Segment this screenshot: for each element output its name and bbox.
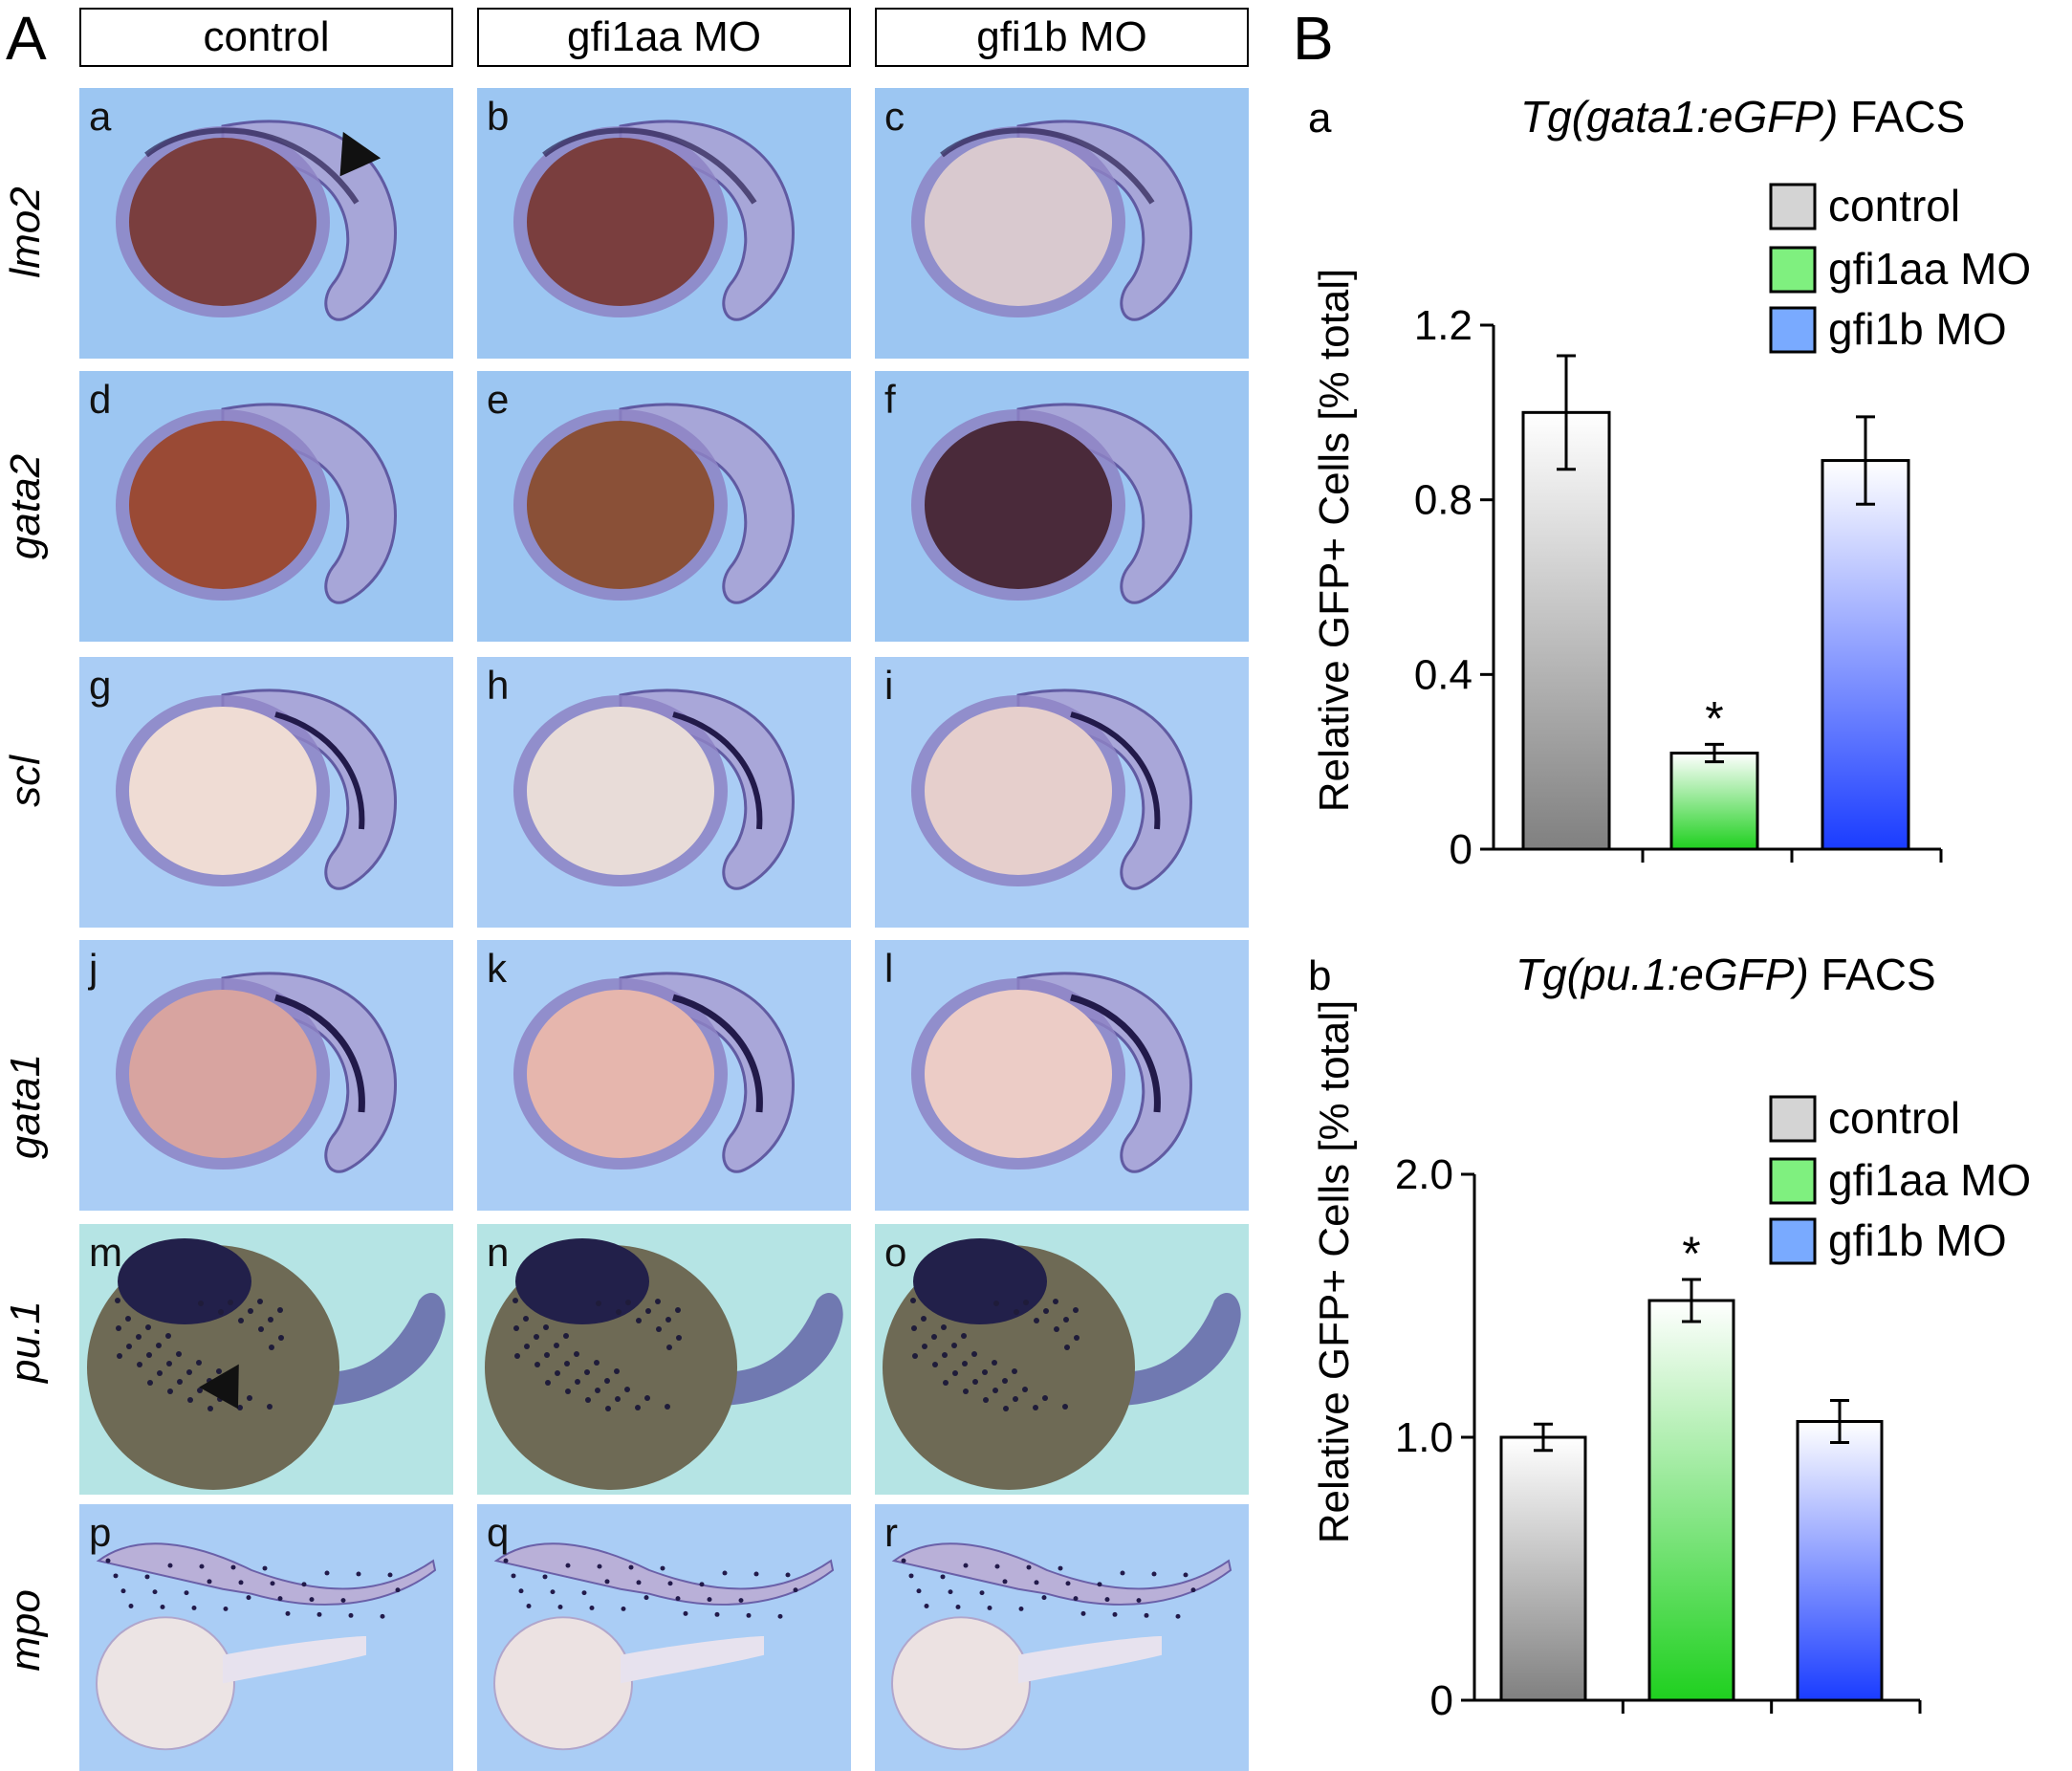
legend-swatch — [1769, 1157, 1817, 1205]
subpanel-letter: p — [89, 1510, 112, 1555]
subpanel-letter: a — [89, 94, 112, 139]
embryo-image-gata2-gfi1b: f — [875, 371, 1249, 642]
panel-a-label: A — [6, 4, 47, 73]
subpanel-letter: g — [89, 663, 112, 708]
bar-gfi1b-MO — [1821, 459, 1910, 851]
column-header-gfi1b: gfi1b MO — [875, 8, 1249, 67]
subpanel-letter: d — [89, 377, 112, 422]
legend-label: control — [1828, 1093, 1960, 1143]
subpanel-letter: j — [89, 946, 98, 991]
embryo-image-gata2-gfi1aa: e — [477, 371, 851, 642]
chart-title: Tg(pu.1:eGFP) FACS — [1516, 950, 1936, 999]
row-label-mpo: mpo — [2, 1589, 49, 1672]
subpanel-letter: e — [487, 377, 510, 422]
legend-label: gfi1b MO — [1828, 1215, 2007, 1265]
legend-swatch — [1769, 306, 1817, 354]
embryo-image-mpo-control: p — [79, 1504, 453, 1771]
row-label-pu1: pu.1 — [2, 1301, 49, 1383]
embryo-image-mpo-gfi1aa: q — [477, 1504, 851, 1771]
chart-title: Tg(gata1:eGFP) FACS — [1520, 92, 1965, 142]
y-tick-label: 0.4 — [1414, 651, 1472, 698]
embryo-image-lmo2-control: a — [79, 88, 453, 359]
significance-star: * — [1682, 1227, 1700, 1280]
subpanel-letter: b — [487, 94, 510, 139]
embryo-image-scl-control: g — [79, 657, 453, 928]
subpanel-letter: f — [884, 377, 896, 422]
bar-control — [1499, 1435, 1587, 1702]
y-tick-label: 1.2 — [1414, 302, 1472, 349]
significance-star: * — [1705, 691, 1723, 745]
bar-gfi1b-MO — [1796, 1420, 1884, 1702]
column-header-control: control — [79, 8, 453, 67]
y-tick-label: 0.8 — [1414, 477, 1472, 524]
embryo-image-pu1-control: m — [79, 1224, 453, 1495]
embryo-image-mpo-gfi1b: r — [875, 1504, 1249, 1771]
bar-gfi1aa-MO — [1647, 1299, 1735, 1702]
y-tick-label: 2.0 — [1395, 1151, 1453, 1198]
legend-swatch — [1769, 1095, 1817, 1143]
chart-panel-letter: b — [1308, 952, 1331, 999]
row-label-gata2: gata2 — [2, 453, 49, 560]
y-tick-label: 0 — [1450, 826, 1472, 873]
subpanel-letter: n — [487, 1230, 510, 1275]
bar-charts: a Tg(gata1:eGFP) FACS Relative GFP+ Cells … — [1308, 92, 2031, 1724]
row-label-gata1: gata1 — [2, 1053, 49, 1160]
bar-gfi1aa-MO — [1669, 752, 1759, 851]
panel-b-label: B — [1293, 4, 1334, 73]
subpanel-letter: i — [884, 663, 894, 708]
subpanel-letter: q — [487, 1510, 510, 1555]
row-label-scl: scl — [2, 755, 49, 807]
embryo-image-gata1-gfi1aa: k — [477, 940, 851, 1211]
legend-swatch — [1769, 183, 1817, 230]
embryo-image-gata2-control: d — [79, 371, 453, 642]
legend-label: gfi1aa MO — [1828, 1155, 2031, 1205]
embryo-image-lmo2-gfi1b: c — [875, 88, 1249, 359]
subpanel-letter: c — [884, 94, 905, 139]
embryo-image-gata1-gfi1b: l — [875, 940, 1249, 1211]
legend-label: control — [1828, 181, 1960, 230]
y-axis-label: Relative GFP+ Cells [% total] — [1311, 1000, 1358, 1544]
subpanel-letter: h — [487, 663, 510, 708]
row-label-lmo2: lmo2 — [2, 186, 49, 278]
embryo-image-scl-gfi1aa: h — [477, 657, 851, 928]
y-axis-label: Relative GFP+ Cells [% total] — [1311, 269, 1358, 813]
subpanel-letter: r — [884, 1510, 898, 1555]
chart-panel-letter: a — [1308, 95, 1332, 142]
subpanel-letter: m — [89, 1230, 122, 1275]
embryo-image-pu1-gfi1aa: n — [477, 1224, 851, 1495]
embryo-image-scl-gfi1b: i — [875, 657, 1249, 928]
subpanel-letter: o — [884, 1230, 907, 1275]
embryo-image-pu1-gfi1b: o — [875, 1224, 1249, 1495]
subpanel-letter: l — [884, 946, 894, 991]
bar-control — [1521, 410, 1611, 851]
legend-swatch — [1769, 246, 1817, 294]
legend-swatch — [1769, 1217, 1817, 1265]
y-tick-label: 0 — [1430, 1677, 1453, 1724]
legend-label: gfi1b MO — [1828, 304, 2007, 354]
embryo-image-gata1-control: j — [79, 940, 453, 1211]
y-tick-label: 1.0 — [1395, 1414, 1453, 1461]
embryo-image-lmo2-gfi1aa: b — [477, 88, 851, 359]
subpanel-letter: k — [487, 946, 507, 991]
column-header-gfi1aa: gfi1aa MO — [477, 8, 851, 67]
legend-label: gfi1aa MO — [1828, 244, 2031, 294]
